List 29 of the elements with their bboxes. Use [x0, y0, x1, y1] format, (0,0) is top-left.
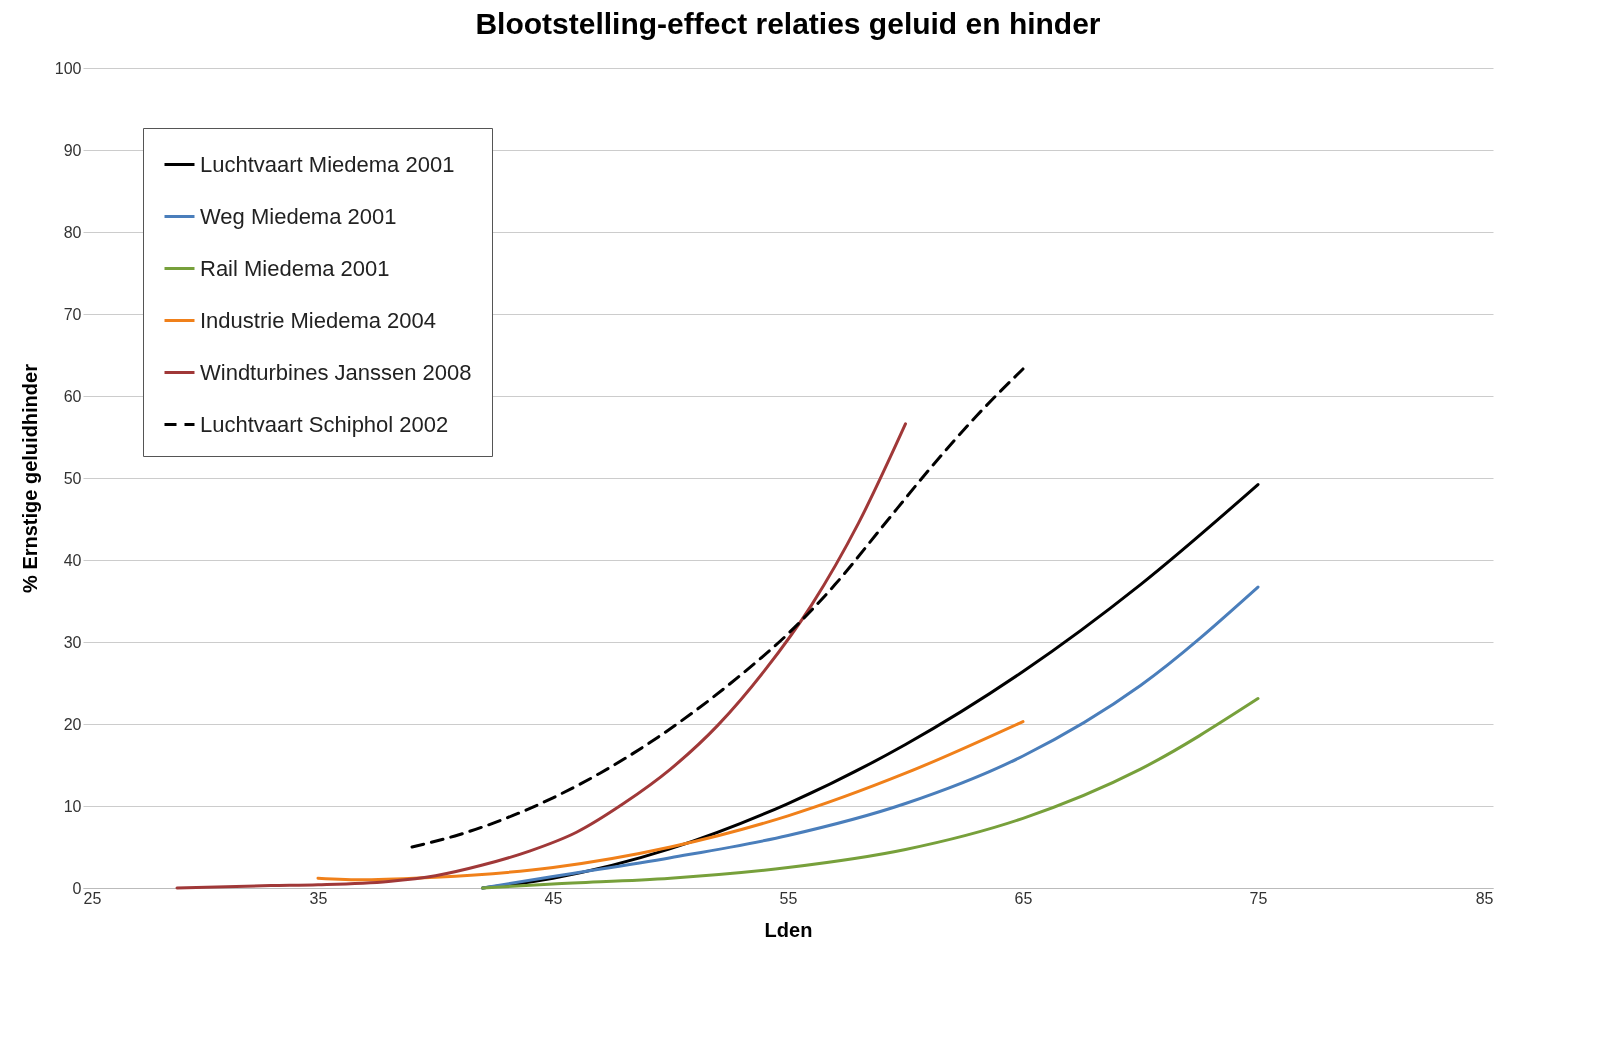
x-tick-label: 75 [1249, 889, 1268, 907]
y-tick-label: 60 [63, 387, 82, 405]
line-series [481, 697, 1260, 890]
y-tick-label: 90 [63, 141, 82, 159]
y-tick-label: 50 [63, 469, 82, 487]
y-tick-label: 100 [54, 59, 82, 77]
legend-label: Rail Miedema 2001 [200, 255, 390, 281]
legend-label: Windturbines Janssen 2008 [200, 359, 472, 385]
y-tick-label: 70 [63, 305, 82, 323]
y-tick-label: 30 [63, 633, 82, 651]
legend-label: Luchtvaart Schiphol 2002 [200, 411, 449, 437]
legend-label: Weg Miedema 2001 [200, 203, 397, 229]
y-tick-label: 20 [63, 715, 82, 733]
line-series [316, 720, 1025, 882]
chart-title: Blootstelling-effect relaties geluid en hinder [475, 7, 1101, 40]
x-tick-label: 25 [83, 889, 102, 907]
y-tick-label: 0 [72, 879, 82, 897]
y-tick-label: 40 [63, 551, 82, 569]
x-tick-label: 65 [1014, 889, 1033, 907]
y-axis-title: % Ernstige geluidhinder [18, 363, 41, 593]
legend-label: Luchtvaart Miedema 2001 [200, 151, 455, 177]
legend-label: Industrie Miedema 2004 [200, 307, 437, 333]
x-tick-label: 85 [1475, 889, 1494, 907]
x-tick-label: 35 [309, 889, 328, 907]
y-tick-label: 10 [63, 797, 82, 815]
x-tick-label: 55 [779, 889, 798, 907]
x-tick-label: 45 [544, 889, 563, 907]
y-tick-label: 80 [63, 223, 82, 241]
x-axis-title: Lden [764, 918, 813, 941]
